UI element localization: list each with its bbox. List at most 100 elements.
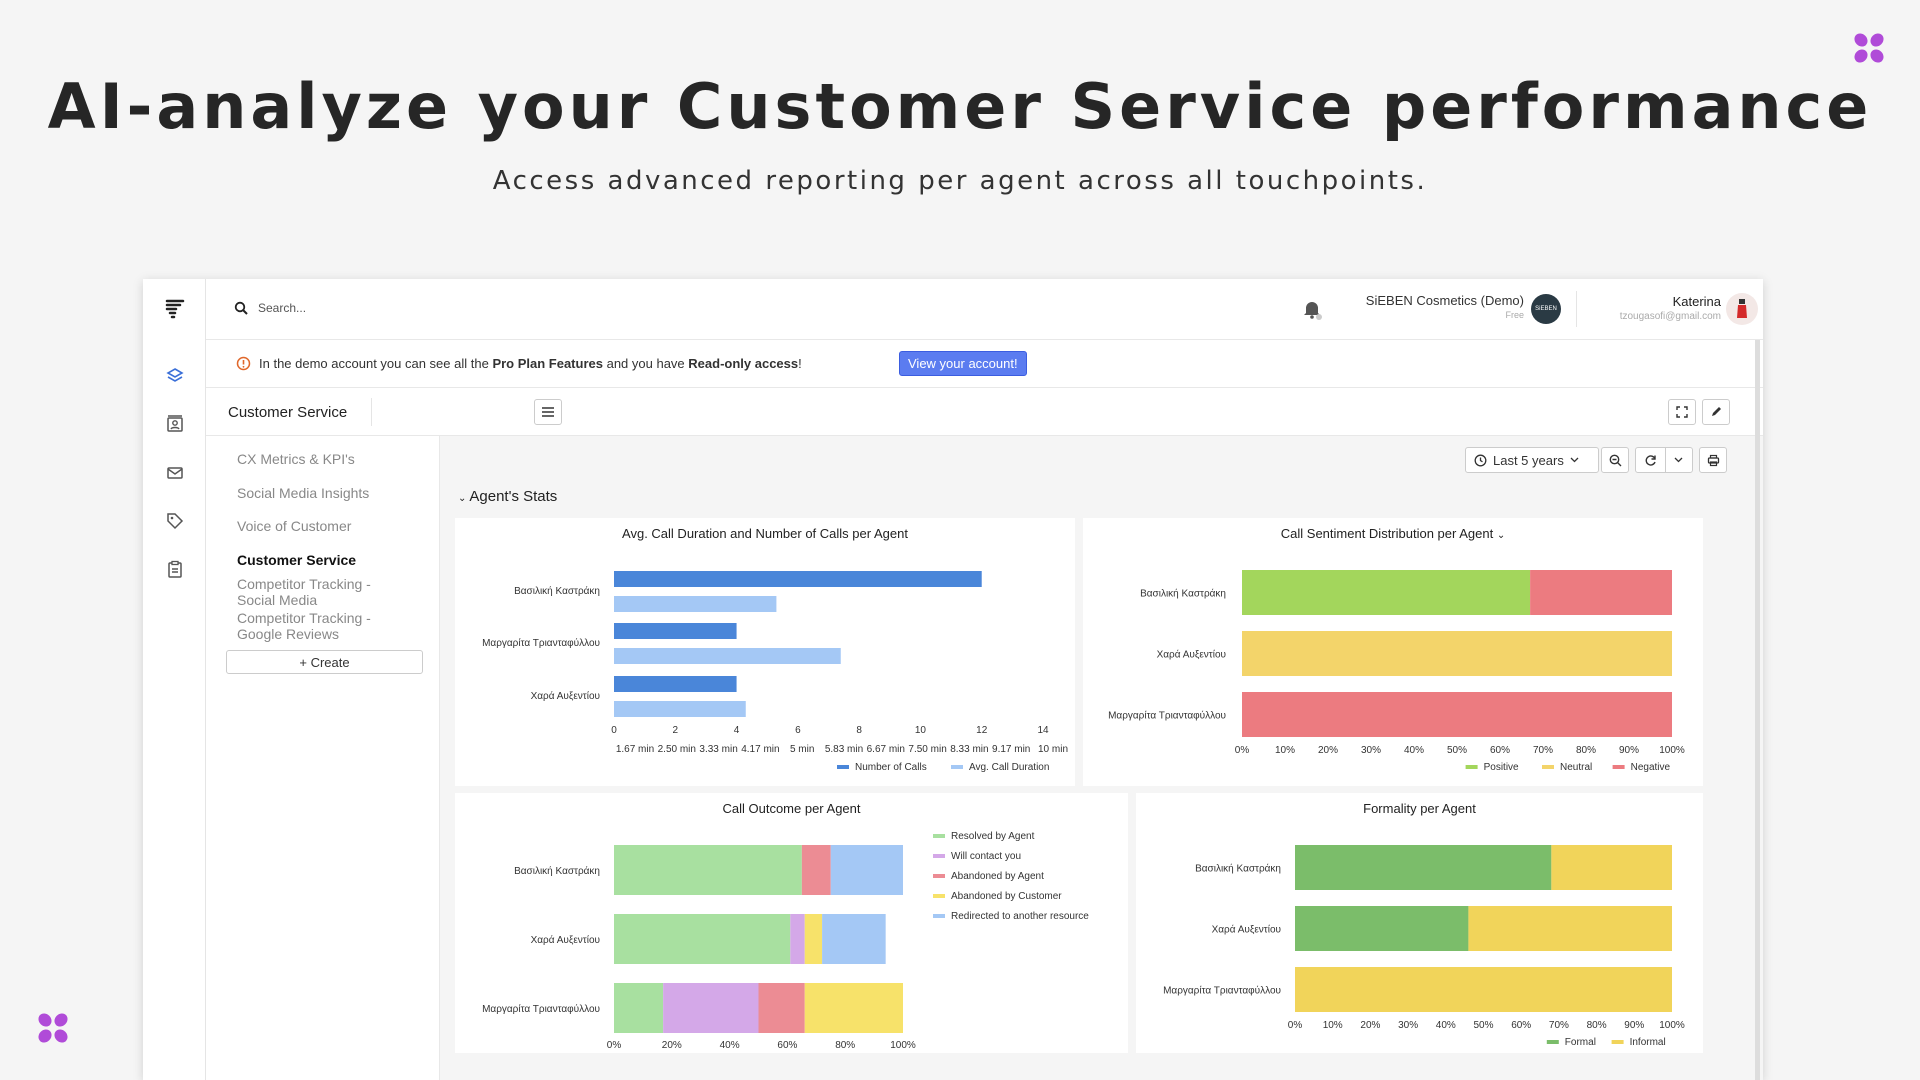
category-label: Βασιλική Καστράκη [514,585,600,597]
refresh-button[interactable] [1635,447,1693,473]
x-tick-label: 100% [890,1040,916,1051]
chevron-down-icon[interactable]: ⌄ [1496,530,1506,541]
chevron-down-icon[interactable] [1666,457,1692,463]
x-tick-label: 50% [1447,745,1467,756]
clock-icon [1474,454,1487,466]
demo-banner: In the demo account you can see all the … [206,340,1763,388]
bar-redirected-to-another-resource [822,914,886,964]
x-tick-label: 60% [777,1040,797,1051]
x-tick-label-secondary: 2.50 min [658,744,696,755]
sidebar-item-voice-of-customer[interactable]: Voice of Customer [237,518,352,534]
org-name: SiEBEN Cosmetics (Demo) [1365,293,1524,308]
bar-informal [1551,845,1672,890]
bar-informal [1295,967,1672,1012]
contacts-icon[interactable] [164,413,186,435]
menu-toggle-button[interactable] [534,399,562,425]
bar-avg-call-duration [614,648,841,664]
legend-swatch [933,854,945,858]
legend-swatch [1546,1040,1559,1044]
sidebar-item-customer-service[interactable]: Customer Service [237,552,357,568]
bar-number-of-calls [614,676,737,692]
category-label: Χαρά Αυξεντίου [1157,649,1226,661]
clipboard-icon[interactable] [164,558,186,580]
legend-label: Neutral [1560,762,1592,773]
bar-number-of-calls [614,571,982,587]
sidebar-item-social-media-insights[interactable]: Social Media Insights [237,485,370,501]
view-account-button[interactable]: View your account! [899,351,1027,376]
bar-informal [1468,906,1672,951]
sidebar-item-cx-metrics[interactable]: CX Metrics & KPI's [237,451,355,467]
x-tick-label: 90% [1624,1020,1644,1031]
bar-formal [1295,906,1469,951]
legend-swatch [933,834,945,838]
x-tick-label: 60% [1511,1020,1531,1031]
sidebar-item-competitor-social[interactable]: Competitor Tracking - Social Media [237,576,371,608]
warning-icon [236,356,251,371]
legend-label: Resolved by Agent [951,831,1035,842]
legend-swatch [837,765,849,769]
zoom-out-icon [1609,454,1621,466]
x-tick-label: 6 [795,725,801,736]
fullscreen-button[interactable] [1668,399,1696,425]
sidebar-item-competitor-google[interactable]: Competitor Tracking - Google Reviews [237,610,371,642]
x-tick-label: 100% [1659,1020,1685,1031]
icon-rail [143,279,206,1080]
edit-button[interactable] [1702,399,1730,425]
x-tick-label: 50% [1473,1020,1493,1031]
chart-title: Call Sentiment Distribution per Agent ⌄ [1280,526,1506,541]
x-tick-label-secondary: 5 min [790,744,814,755]
bar-abandoned-by-customer [804,983,903,1033]
x-tick-label-secondary: 1.67 min [616,744,654,755]
category-label: Βασιλική Καστράκη [1195,863,1281,875]
refresh-icon [1636,454,1665,467]
x-tick-label: 70% [1533,745,1553,756]
notification-bell-icon[interactable] [1301,298,1323,325]
divider [1576,291,1577,327]
x-tick-label: 0% [607,1040,622,1051]
zoom-out-button[interactable] [1601,447,1629,473]
x-tick-label-secondary: 5.83 min [825,744,863,755]
user-menu[interactable]: Katerina tzougasofi@gmail.com [1586,294,1721,322]
legend-swatch [1465,765,1478,769]
bar-positive [1242,570,1531,615]
bar-will-contact-you [663,983,759,1033]
x-tick-label: 2 [673,725,679,736]
bar-abandoned-by-agent [801,845,831,895]
legend-swatch [1611,1040,1624,1044]
x-tick-label: 30% [1398,1020,1418,1031]
legend-swatch [951,765,963,769]
create-button[interactable]: + Create [226,650,423,674]
date-range-select[interactable]: Last 5 years [1465,447,1599,473]
x-tick-label: 40% [1436,1020,1456,1031]
user-avatar[interactable] [1726,293,1758,325]
brand-logo-icon [1854,33,1884,63]
org-switcher[interactable]: SiEBEN Cosmetics (Demo) Free [1354,293,1524,320]
search-box[interactable]: Search... [234,301,306,315]
legend-label: Informal [1630,1037,1666,1048]
org-avatar[interactable]: SiEBEN [1531,294,1561,324]
mail-icon[interactable] [164,462,186,484]
layers-icon[interactable] [164,365,186,387]
section-agents-stats[interactable]: ⌄ Agent's Stats [458,488,557,505]
bar-neutral [1242,631,1672,676]
app-logo-icon[interactable] [164,297,186,319]
x-tick-label-secondary: 7.50 min [908,744,946,755]
chart-call-outcome: Βασιλική Καστράκη Χαρά Αυξεντίου Μαργαρίτα… [482,831,1089,1051]
chart-avg-call-duration: Βασιλική Καστράκη Μαργαρίτα Τριανταφύλλου… [482,571,1068,773]
legend-label: Redirected to another resource [951,911,1089,922]
legend-swatch [933,874,945,878]
x-tick-label: 10% [1275,745,1295,756]
x-tick-label-secondary: 3.33 min [699,744,737,755]
tag-icon[interactable] [164,510,186,532]
x-tick-label: 30% [1361,745,1381,756]
x-tick-label: 20% [1318,745,1338,756]
bar-resolved-by-agent [614,845,802,895]
export-button[interactable] [1699,447,1727,473]
search-input[interactable]: Search... [258,301,307,315]
bar-avg-call-duration [614,596,777,612]
org-plan: Free [1505,310,1524,320]
chart-card-avg-call-duration: Avg. Call Duration and Number of Calls p… [455,518,1075,786]
hero-title: AI-analyze your Customer Service perform… [47,70,1873,143]
scrollbar[interactable] [1755,340,1760,1080]
x-tick-label: 70% [1549,1020,1569,1031]
